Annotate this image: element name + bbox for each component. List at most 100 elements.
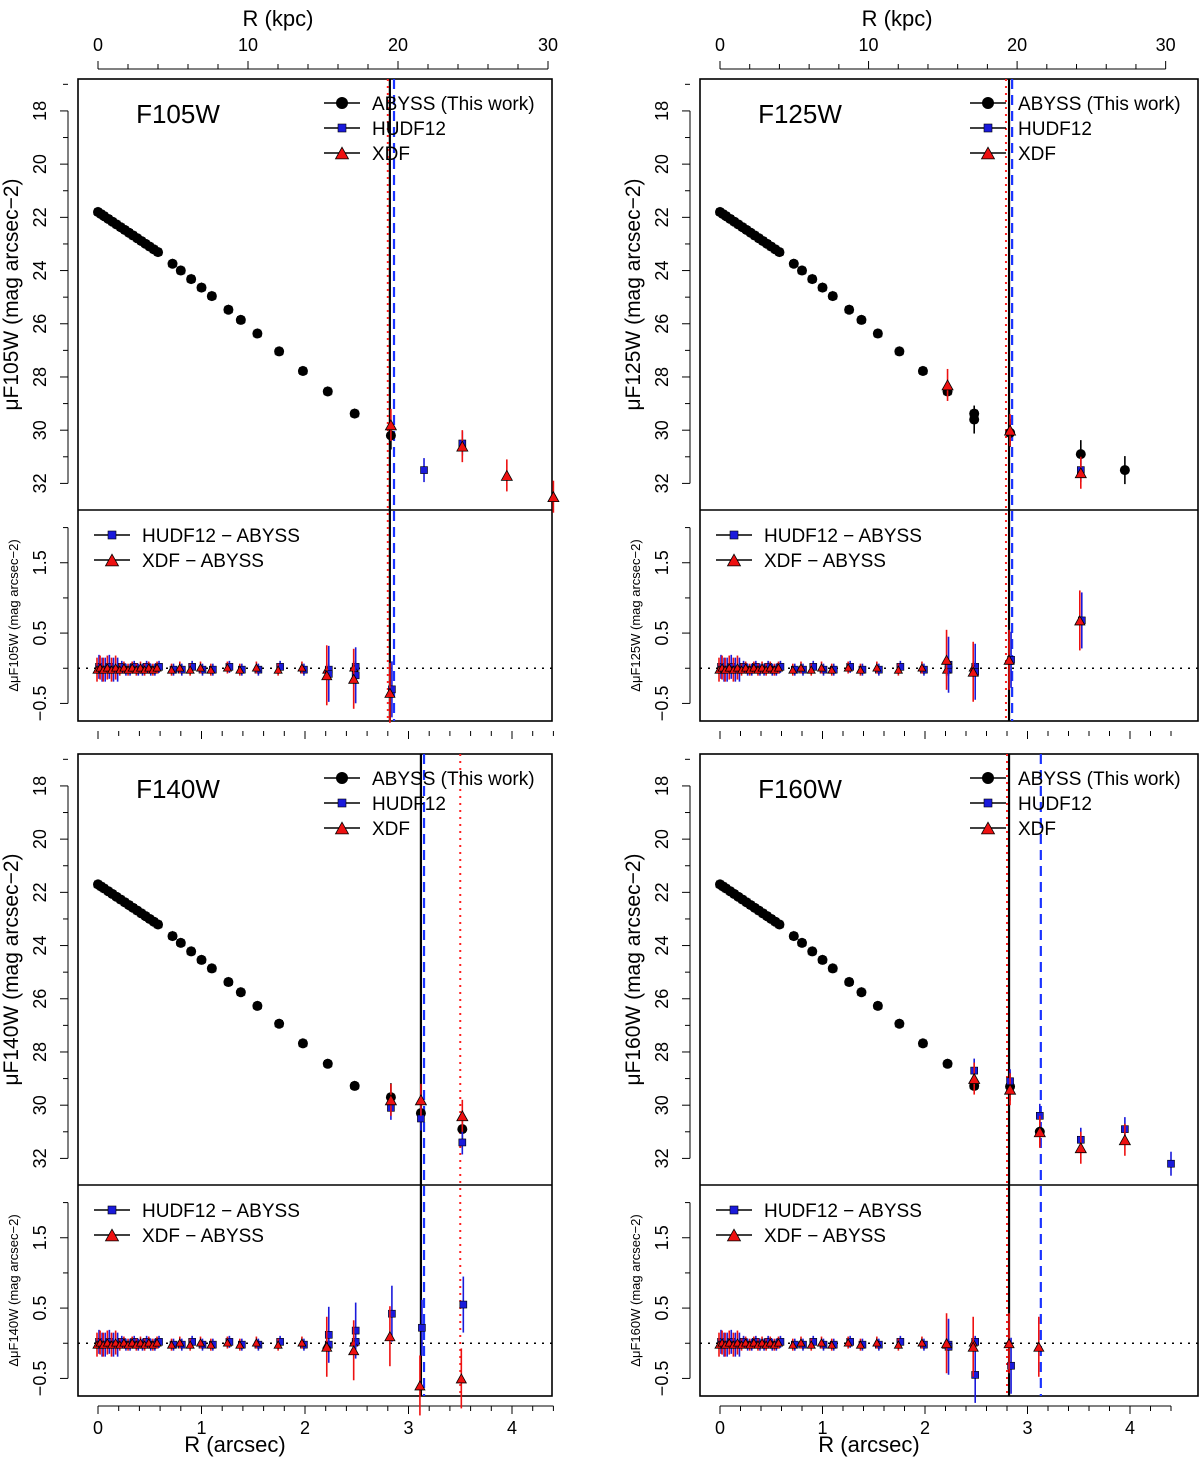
xdf-residual-point (384, 687, 396, 698)
hudf12-residual-point (459, 1300, 468, 1309)
upper-y-label: μF140W (mag arcsec−2) (0, 853, 23, 1085)
abyss-point (844, 304, 855, 315)
bottom-tick-label: 1 (817, 1418, 827, 1438)
xdf-residual-point (175, 663, 185, 672)
xdf-residual-point (855, 1340, 866, 1349)
abyss-point (297, 1038, 308, 1049)
legend-hudf12-symbol (107, 530, 117, 540)
xdf-residual-point (940, 654, 953, 665)
hudf12-point (458, 1138, 467, 1147)
hudf12-point (1167, 1159, 1175, 1168)
abyss-point (223, 304, 234, 315)
bottom-tick-label: 3 (403, 1418, 413, 1438)
xdf-residual-point (206, 1340, 216, 1349)
upper-y-tick-label: 28 (30, 367, 50, 387)
xdf-residual-point (251, 663, 262, 672)
upper-y-tick-label: 30 (30, 1095, 50, 1115)
upper-y-tick-label: 18 (652, 101, 672, 121)
upper-y-tick-label: 18 (652, 776, 672, 796)
bottom-tick-label: 0 (715, 1418, 725, 1438)
abyss-point (252, 328, 263, 339)
legend-hudf12-symbol (729, 530, 739, 540)
abyss-point (797, 937, 807, 948)
abyss-point (1119, 465, 1130, 476)
panel-frame (77, 78, 553, 722)
abyss-point (196, 954, 207, 965)
xdf-residual-point (414, 1380, 426, 1391)
top-tick-label: 30 (1156, 35, 1176, 55)
xdf-residual-point (796, 1338, 806, 1347)
abyss-point (807, 946, 818, 957)
abyss-point (894, 1018, 905, 1029)
bottom-tick-label: 4 (1125, 1418, 1135, 1438)
xdf-residual-point (348, 1344, 360, 1356)
xdf-point (1118, 1133, 1132, 1146)
abyss-point (153, 247, 164, 258)
xdf-residual-point (152, 1338, 162, 1347)
xdf-residual-point (816, 663, 827, 672)
abyss-point (817, 282, 828, 293)
lower-y-tick-label: −0.5 (30, 686, 50, 722)
xdf-residual-point (297, 1338, 307, 1347)
lower-y-tick-label: 1.5 (30, 550, 50, 575)
bottom-tick-label: 2 (300, 1418, 310, 1438)
upper-y-tick-label: 32 (30, 473, 50, 493)
xdf-point (1003, 424, 1017, 436)
abyss-point (322, 1058, 333, 1069)
top-tick-label: 10 (238, 35, 258, 55)
xdf-residual-point (872, 663, 882, 672)
xdf-point (500, 469, 514, 481)
xdf-residual-point (1074, 615, 1086, 626)
lower-y-tick-label: 0.5 (652, 621, 672, 646)
upper-y-tick-label: 32 (30, 1148, 50, 1168)
xdf-residual-point (967, 666, 979, 677)
legend-abyss-symbol (336, 97, 348, 109)
upper-legend: ABYSS (This work) HUDF12 XDF (324, 769, 535, 840)
abyss-point (969, 414, 980, 425)
abyss-point (807, 274, 818, 285)
top-tick-label: 0 (93, 35, 103, 55)
xdf-residual-point (788, 1340, 798, 1349)
xdf-point (456, 1110, 469, 1122)
upper-y-tick-label: 20 (652, 829, 672, 849)
upper-y-tick-label: 20 (652, 154, 672, 174)
bottom-axis-label: R (arcsec) (818, 1432, 919, 1457)
lower-legend: HUDF12 − ABYSS XDF − ABYSS (716, 526, 922, 572)
xdf-residual-point (1033, 1341, 1045, 1352)
xdf-residual-point (940, 1337, 953, 1349)
top-tick-label: 10 (859, 35, 879, 55)
upper-y-tick-label: 24 (30, 936, 50, 956)
xdf-residual-point (222, 1338, 233, 1347)
upper-y-tick-label: 26 (30, 314, 50, 334)
abyss-point (788, 258, 799, 269)
xdf-point (456, 440, 469, 452)
abyss-point (774, 919, 785, 930)
abyss-point (797, 265, 807, 276)
legend-label: XDF − ABYSS (764, 1226, 886, 1247)
abyss-point (856, 314, 867, 325)
upper-y-label: μF160W (mag arcsec−2) (622, 853, 645, 1085)
abyss-point (186, 274, 197, 285)
abyss-point (827, 963, 838, 974)
legend-hudf12-symbol (337, 123, 347, 133)
lower-y-tick-label: −0.5 (652, 686, 672, 722)
lower-legend: HUDF12 − ABYSS XDF − ABYSS (94, 1201, 300, 1247)
xdf-residual-point (893, 665, 904, 674)
xdf-residual-point (816, 1338, 827, 1347)
upper-y-tick-label: 26 (30, 989, 50, 1009)
legend-label: XDF (1018, 819, 1056, 840)
abyss-point (844, 977, 855, 988)
legend-label: HUDF12 (1018, 794, 1092, 815)
upper-y-tick-label: 22 (30, 207, 50, 227)
xdf-point (1074, 1141, 1087, 1154)
hudf12-residual-point (971, 1371, 980, 1379)
bottom-tick-label: 1 (196, 1418, 206, 1438)
xdf-point (547, 490, 560, 503)
xdf-point (1003, 1083, 1017, 1095)
upper-y-tick-label: 26 (652, 989, 672, 1009)
xdf-residual-point (455, 1373, 467, 1384)
legend-hudf12-symbol (983, 798, 993, 808)
xdf-residual-point (917, 663, 927, 672)
